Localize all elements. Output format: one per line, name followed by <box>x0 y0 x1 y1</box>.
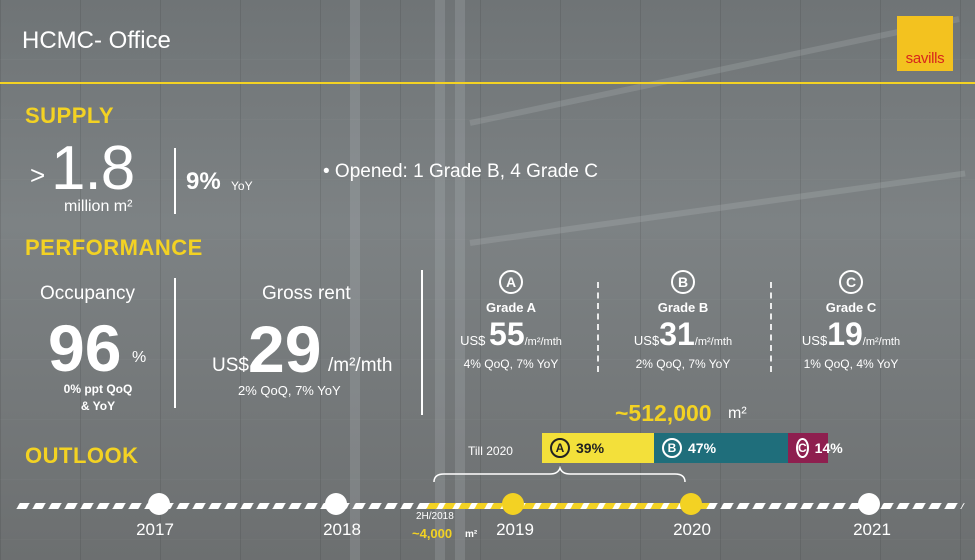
supply-value: 1.8 <box>51 134 135 203</box>
grade-c-rent: US$19/m²/mth <box>776 316 926 353</box>
timeline-year: 2018 <box>323 520 361 539</box>
grade-a-unit: /m²/mth <box>524 336 562 348</box>
gross-rent-label: Gross rent <box>262 283 351 304</box>
grade-a-currency: US$ <box>460 333 490 348</box>
grade-c-circle-icon: C <box>796 438 809 458</box>
grade-c-block: C Grade C US$19/m²/mth 1% QoQ, 4% YoY <box>776 270 926 371</box>
outlook-segment-percent: 47% <box>688 440 717 456</box>
timeline-h2-label: 2H/2018 <box>416 511 454 522</box>
timeline-year: 2019 <box>496 520 534 539</box>
supply-opened-note: • Opened: 1 Grade B, 4 Grade C <box>323 161 598 182</box>
header-divider <box>0 82 975 84</box>
outlook-segment-grade-a: A 39% <box>542 433 654 463</box>
outlook-till-label: Till 2020 <box>468 444 513 458</box>
occupancy-value: 96 <box>48 311 122 385</box>
timeline-highlight <box>426 503 710 509</box>
outlook-segment-grade-b: B 47% <box>654 433 788 463</box>
grade-c-value: 19 <box>827 316 863 352</box>
sketch-beam <box>469 16 960 126</box>
grade-b-name: Grade B <box>657 300 709 315</box>
grade-b-change: 2% QoQ, 7% YoY <box>635 357 731 371</box>
grade-c-currency: US$ <box>801 333 828 348</box>
performance-divider-1 <box>174 278 176 408</box>
savills-logo: savills <box>897 16 953 71</box>
supply-divider <box>174 148 176 214</box>
grade-c-name: Grade C <box>825 300 877 315</box>
timeline-dot-2019 <box>502 493 524 515</box>
grade-a-value: 55 <box>489 316 525 352</box>
grade-divider <box>597 282 599 372</box>
page-title: HCMC- Office <box>22 27 171 54</box>
outlook-total: ~512,000 <box>615 400 712 426</box>
grade-a-name: Grade A <box>485 300 537 315</box>
grade-a-circle-icon: A <box>550 438 570 458</box>
timeline-dot-2017 <box>148 493 170 515</box>
performance-divider-2 <box>421 270 423 415</box>
timeline-dot-2021 <box>858 493 880 515</box>
timeline-year: 2020 <box>673 520 711 539</box>
sketch-column <box>435 0 445 560</box>
grade-b-badge: B <box>671 270 695 294</box>
grade-a-badge: A <box>499 270 523 294</box>
sketch-column <box>455 0 465 560</box>
timeline-h2-unit: m² <box>465 529 478 540</box>
grade-b-circle-icon: B <box>662 438 682 458</box>
outlook-segment-percent: 39% <box>576 440 605 456</box>
supply-prefix: > <box>30 160 46 190</box>
occupancy-change-line1: 0% ppt QoQ <box>63 382 133 396</box>
outlook-segment-grade-c: C 14% <box>788 433 843 463</box>
grade-b-unit: /m²/mth <box>694 336 733 348</box>
supply-yoy-percent: 9% <box>186 168 221 195</box>
occupancy-change-line2: & YoY <box>80 399 116 413</box>
occupancy-change: 0% ppt QoQ & YoY <box>48 381 148 415</box>
grade-a-rent: US$ 55/m²/mth <box>436 316 586 353</box>
gross-rent-change: 2% QoQ, 7% YoY <box>238 383 341 398</box>
timeline-dot-2018 <box>325 493 347 515</box>
performance-heading: PERFORMANCE <box>25 235 203 260</box>
gross-rent-value: 29 <box>248 312 322 386</box>
gross-rent-currency: US$ <box>212 355 249 376</box>
gross-rent-unit: /m²/mth <box>328 355 393 376</box>
timeline-h2-value: ~4,000 <box>412 526 453 541</box>
occupancy-percent-sign: % <box>132 349 147 366</box>
grade-c-unit: /m²/mth <box>862 336 901 348</box>
grade-b-block: B Grade B US$31/m²/mth 2% QoQ, 7% YoY <box>608 270 758 371</box>
grade-b-value: 31 <box>659 316 695 352</box>
grade-c-badge: C <box>839 270 863 294</box>
grade-a-change: 4% QoQ, 7% YoY <box>463 357 559 371</box>
grade-b-currency: US$ <box>633 333 660 348</box>
occupancy-label: Occupancy <box>40 283 136 304</box>
sketch-column <box>350 0 360 560</box>
timeline-dot-2020 <box>680 493 702 515</box>
supply-heading: SUPPLY <box>25 103 115 128</box>
grade-c-change: 1% QoQ, 4% YoY <box>803 357 899 371</box>
grade-b-rent: US$31/m²/mth <box>608 316 758 353</box>
brace-icon <box>433 466 686 483</box>
supply-yoy-label: YoY <box>231 179 253 193</box>
outlook-heading: OUTLOOK <box>25 443 139 468</box>
outlook-total-unit: m² <box>728 405 747 422</box>
grade-divider <box>770 282 772 372</box>
timeline-year: 2017 <box>136 520 174 539</box>
supply-unit: million m² <box>64 198 133 215</box>
timeline-year: 2021 <box>853 520 891 539</box>
grade-a-block: A Grade A US$ 55/m²/mth 4% QoQ, 7% YoY <box>436 270 586 371</box>
outlook-segment-percent: 14% <box>814 440 843 456</box>
